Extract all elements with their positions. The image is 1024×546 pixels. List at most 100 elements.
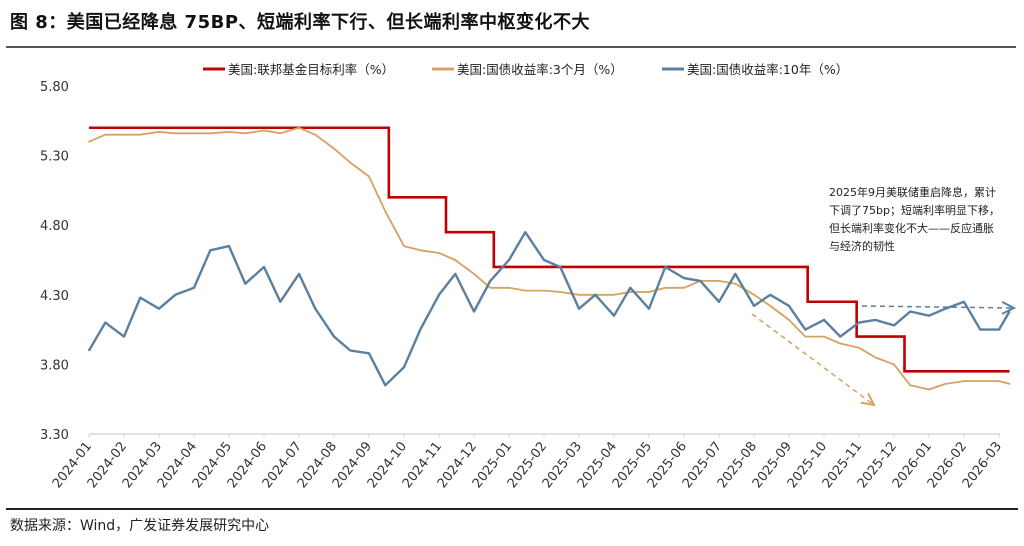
point-10y-yield bbox=[193, 287, 195, 289]
point-10y-yield bbox=[158, 307, 160, 310]
point-10y-yield bbox=[839, 335, 842, 338]
point-3m-yield bbox=[559, 291, 562, 293]
point-10y-yield bbox=[473, 310, 475, 313]
point-3m-yield bbox=[244, 132, 247, 135]
point-3m-yield bbox=[473, 273, 475, 275]
point-3m-yield bbox=[753, 294, 755, 296]
point-10y-yield bbox=[279, 300, 282, 303]
annotation-text: 与经济的韧性 bbox=[829, 239, 895, 253]
point-10y-yield bbox=[893, 324, 895, 327]
point-3m-yield bbox=[683, 287, 685, 289]
point-10y-yield bbox=[384, 384, 387, 387]
point-3m-yield bbox=[928, 388, 930, 391]
annotation-text: 但长端利率变化不大——反应通胀 bbox=[829, 221, 994, 235]
point-10y-yield bbox=[454, 273, 457, 275]
point-3m-yield bbox=[333, 147, 335, 150]
point-3m-yield bbox=[123, 133, 125, 136]
point-3m-yield bbox=[403, 245, 405, 247]
point-10y-yield bbox=[944, 307, 947, 310]
y-tick-label: 4.30 bbox=[40, 289, 69, 304]
point-10y-yield bbox=[979, 328, 982, 331]
point-10y-yield bbox=[753, 305, 755, 307]
point-3m-yield bbox=[804, 335, 807, 338]
point-3m-yield bbox=[1008, 383, 1011, 385]
legend-label: 美国:国债收益率:3个月（%） bbox=[457, 62, 623, 77]
point-3m-yield bbox=[209, 132, 212, 135]
point-10y-yield bbox=[209, 249, 212, 252]
point-3m-yield bbox=[438, 252, 440, 254]
point-10y-yield bbox=[594, 294, 597, 296]
annotation-text: 2025年9月美联储重启降息，累计 bbox=[829, 185, 996, 199]
y-tick-label: 5.30 bbox=[40, 150, 69, 165]
point-3m-yield bbox=[769, 305, 772, 307]
legend-label: 美国:联邦基金目标利率（%） bbox=[228, 62, 394, 77]
legend-label: 美国:国债收益率:10年（%） bbox=[687, 62, 848, 77]
point-10y-yield bbox=[543, 259, 545, 261]
point-3m-yield bbox=[998, 380, 1000, 382]
point-3m-yield bbox=[909, 384, 912, 387]
point-10y-yield bbox=[139, 296, 142, 299]
point-3m-yield bbox=[263, 129, 265, 132]
point-3m-yield bbox=[874, 356, 877, 359]
y-tick-label: 3.80 bbox=[40, 358, 69, 373]
point-10y-yield bbox=[963, 300, 965, 303]
point-10y-yield bbox=[874, 319, 877, 321]
point-10y-yield bbox=[734, 273, 737, 275]
point-3m-yield bbox=[228, 131, 230, 133]
point-10y-yield bbox=[578, 307, 580, 310]
point-10y-yield bbox=[769, 294, 772, 296]
point-3m-yield bbox=[193, 132, 195, 135]
series-line-fed-funds-target bbox=[89, 126, 1010, 373]
point-10y-yield bbox=[314, 307, 317, 310]
point-10y-yield bbox=[823, 319, 825, 321]
point-3m-yield bbox=[734, 282, 737, 285]
trend-arrow-long-rate bbox=[861, 306, 1014, 308]
y-tick-label: 4.80 bbox=[40, 219, 69, 234]
series-line-10y-yield bbox=[87, 231, 1011, 387]
point-10y-yield bbox=[1008, 310, 1011, 313]
point-10y-yield bbox=[174, 294, 177, 296]
point-3m-yield bbox=[384, 210, 387, 213]
point-3m-yield bbox=[839, 342, 842, 345]
point-3m-yield bbox=[718, 280, 720, 282]
point-3m-yield bbox=[629, 291, 632, 293]
point-3m-yield bbox=[613, 294, 615, 296]
point-10y-yield bbox=[104, 321, 107, 324]
point-3m-yield bbox=[489, 287, 492, 289]
source-divider bbox=[6, 508, 1018, 510]
point-10y-yield bbox=[403, 366, 405, 368]
point-10y-yield bbox=[664, 266, 667, 268]
point-10y-yield bbox=[244, 282, 247, 285]
point-3m-yield bbox=[139, 133, 142, 136]
point-10y-yield bbox=[508, 259, 510, 261]
point-3m-yield bbox=[823, 335, 825, 338]
point-10y-yield bbox=[613, 314, 615, 317]
point-3m-yield bbox=[368, 175, 370, 178]
point-3m-yield bbox=[578, 294, 580, 296]
point-3m-yield bbox=[349, 161, 352, 164]
point-10y-yield bbox=[489, 280, 492, 282]
point-10y-yield bbox=[438, 294, 440, 296]
point-10y-yield bbox=[333, 335, 335, 338]
point-3m-yield bbox=[419, 249, 422, 252]
point-10y-yield bbox=[718, 300, 720, 303]
point-3m-yield bbox=[104, 133, 107, 136]
point-10y-yield bbox=[263, 266, 265, 268]
point-10y-yield bbox=[998, 328, 1000, 331]
point-10y-yield bbox=[629, 287, 632, 289]
title-divider bbox=[6, 46, 1016, 48]
point-3m-yield bbox=[979, 380, 982, 382]
series-line-3m-yield bbox=[88, 126, 1010, 391]
point-10y-yield bbox=[419, 328, 422, 331]
point-3m-yield bbox=[298, 126, 300, 129]
point-3m-yield bbox=[158, 131, 160, 133]
point-10y-yield bbox=[228, 245, 230, 247]
point-3m-yield bbox=[963, 380, 965, 382]
point-3m-yield bbox=[279, 132, 282, 135]
point-10y-yield bbox=[909, 310, 912, 313]
point-3m-yield bbox=[314, 133, 317, 136]
point-3m-yield bbox=[174, 132, 177, 135]
point-3m-yield bbox=[543, 289, 545, 292]
